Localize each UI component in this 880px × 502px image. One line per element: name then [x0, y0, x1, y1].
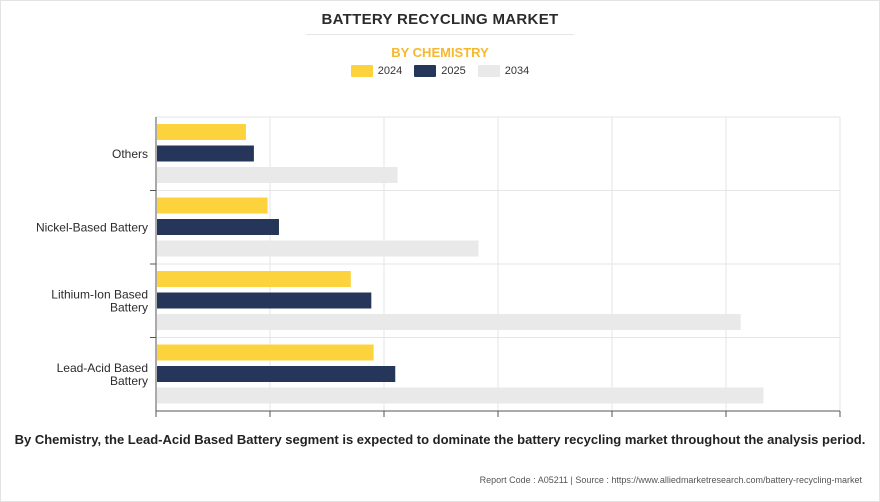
chart-subtitle: BY CHEMISTRY: [391, 45, 489, 60]
category-label: Others: [112, 147, 148, 161]
category-label-line: Lithium-Ion Based: [51, 287, 148, 301]
bar-chart: Others Nickel-Based Battery Lithium-Ion Ba…: [36, 116, 841, 417]
bar-2034: [157, 240, 479, 257]
category-label-line: Nickel-Based Battery: [36, 220, 148, 234]
bar-2025: [157, 292, 372, 309]
category-label-line: Others: [112, 147, 148, 161]
bar-2025: [157, 145, 254, 162]
category-label-line: Battery: [110, 374, 148, 388]
bar-2034: [157, 314, 741, 330]
legend-swatch-2024: [350, 65, 373, 77]
category-label: Lithium-Ion Based Battery: [51, 287, 148, 314]
legend-item-2025[interactable]: 2025: [414, 65, 466, 77]
bar-2025: [157, 366, 396, 382]
bar-2024: [157, 271, 351, 287]
bar-2024: [157, 197, 268, 214]
footer-source: Report Code : A05211 | Source : https://…: [479, 475, 862, 485]
bar-2034: [157, 387, 764, 404]
bar-2025: [157, 219, 279, 235]
legend-label-2024: 2024: [377, 65, 403, 77]
legend-swatch-2025: [414, 65, 437, 77]
category-label: Nickel-Based Battery: [36, 220, 148, 234]
legend-label-2025: 2025: [441, 65, 466, 77]
category-label-line: Battery: [110, 300, 148, 314]
category-label: Lead-Acid Based Battery: [57, 361, 148, 388]
legend-label-2034: 2034: [504, 65, 530, 77]
bar-2024: [157, 344, 374, 361]
legend: 2024 2025 2034: [0, 65, 880, 77]
category-label-line: Lead-Acid Based: [57, 361, 148, 375]
legend-swatch-2034: [477, 65, 500, 77]
bar-2034: [157, 167, 398, 183]
chart-caption: By Chemistry, the Lead-Acid Based Batter…: [14, 432, 866, 447]
bar-2024: [157, 124, 246, 140]
chart-title: BATTERY RECYCLING MARKET: [321, 11, 559, 28]
title-divider: [306, 34, 574, 35]
legend-item-2034[interactable]: 2034: [477, 65, 530, 77]
legend-item-2024[interactable]: 2024: [350, 65, 403, 77]
